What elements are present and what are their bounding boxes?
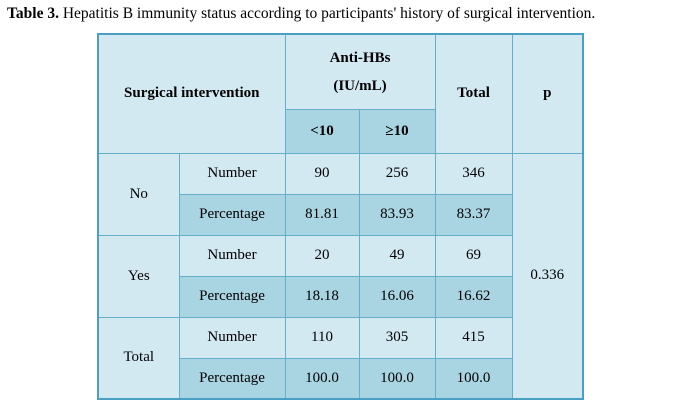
table-caption-text: Hepatitis B immunity status according to… [58,5,596,22]
total-number-ge10: 305 [358,316,436,359]
rowlabel-yes: Yes [97,234,180,318]
header-p: p [511,33,584,154]
no-number-lt10: 90 [284,152,360,195]
table-row: Total Number 110 305 415 [97,316,583,400]
subheader-lt10: <10 [284,108,360,154]
no-percentage-label: Percentage [178,193,286,236]
immunity-status-table: Surgical intervention Anti-HBs (IU/mL) T… [97,33,585,400]
rowlabel-total: Total [97,316,180,400]
total-percentage-lt10: 100.0 [284,357,360,400]
yes-number-lt10: 20 [284,234,360,277]
header-total: Total [434,33,513,154]
no-percentage-lt10: 81.81 [284,193,360,236]
table-caption-label: Table 3. [7,5,59,22]
header-anti-hbs-line2: (IU/mL) [333,77,387,94]
total-percentage-ge10: 100.0 [358,357,436,400]
no-percentage-total: 83.37 [434,193,513,236]
table-caption: Table 3. Hepatitis B immunity status acc… [7,5,595,23]
yes-percentage-ge10: 16.06 [358,275,436,318]
no-number-ge10: 256 [358,152,436,195]
no-percentage-ge10: 83.93 [358,193,436,236]
subheader-ge10: ≥10 [358,108,436,154]
no-number-total: 346 [434,152,513,195]
yes-percentage-lt10: 18.18 [284,275,360,318]
table-row: Percentage 81.81 83.93 83.37 [98,193,583,236]
table-row: Percentage 18.18 16.06 16.62 [98,275,583,318]
no-number-label: Number [178,152,286,195]
header-anti-hbs: Anti-HBs (IU/mL) [284,33,436,110]
rowlabel-no: No [97,152,180,236]
header-surgical-intervention: Surgical intervention [97,33,286,154]
yes-percentage-label: Percentage [178,275,286,318]
p-value-cell: 0.336 [511,152,584,400]
header-anti-hbs-line1: Anti-HBs [329,49,391,66]
total-number-total: 415 [434,316,513,359]
total-number-lt10: 110 [284,316,360,359]
table-row: Percentage 100.0 100.0 100.0 [98,357,583,400]
total-percentage-label: Percentage [178,357,286,400]
total-percentage-total: 100.0 [434,357,513,400]
yes-number-label: Number [178,234,286,277]
table-row: Yes Number 20 49 69 [97,234,583,318]
yes-percentage-total: 16.62 [434,275,513,318]
table-row: No Number 90 256 346 0.336 [97,152,584,400]
yes-number-ge10: 49 [358,234,436,277]
yes-number-total: 69 [434,234,513,277]
total-number-label: Number [178,316,286,359]
